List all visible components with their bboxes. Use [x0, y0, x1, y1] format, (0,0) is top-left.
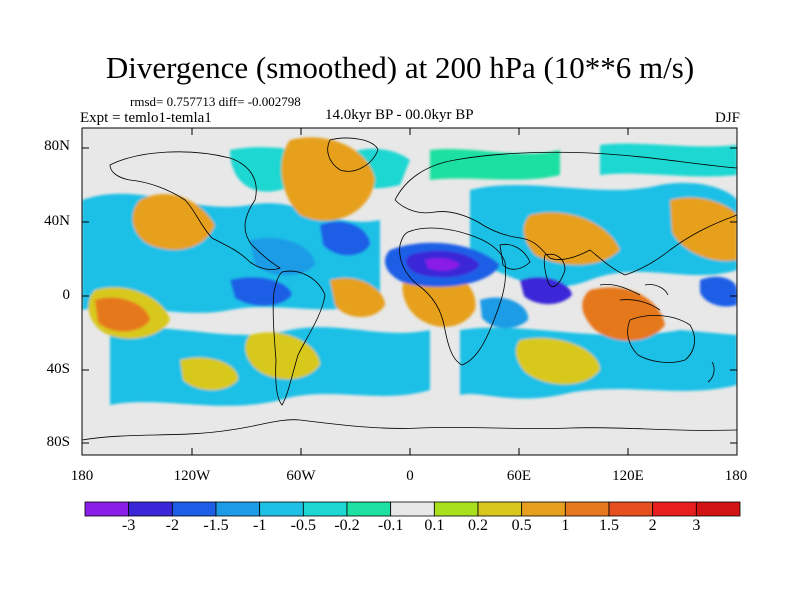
- field-positive-zone: [132, 194, 215, 250]
- coast-arabia: [499, 243, 531, 270]
- field-positive-zone: [330, 278, 385, 318]
- experiment-label: Expt = temlo1-temla1: [80, 110, 212, 126]
- coast-south-america: [272, 270, 326, 406]
- map-title: Divergence (smoothed) at 200 hPa (10**6 …: [105, 50, 695, 85]
- coast-greenland: [327, 137, 379, 172]
- field-positive-zone: [95, 297, 150, 332]
- field-strong-negative: [480, 297, 529, 329]
- coast-australia: [627, 315, 695, 363]
- field-negative-zone: [460, 327, 737, 399]
- field-strong-negative: [520, 277, 572, 305]
- rmsd-diff-stats: rmsd= 0.757713 diff= -0.002798: [130, 94, 301, 109]
- coast-north-america: [109, 151, 281, 270]
- lat-label-80n: 80N: [44, 138, 70, 154]
- field-negative-zone: [430, 148, 560, 180]
- colorbar-label: -0.2: [334, 517, 360, 534]
- coast-india: [543, 253, 566, 287]
- lon-label-60w: 60W: [286, 468, 316, 484]
- colorbar-swatch: [84, 501, 130, 517]
- colorbar-swatch: [390, 501, 435, 517]
- coastlines: [82, 137, 737, 441]
- period-label: 14.0kyr BP - 00.0kyr BP: [325, 107, 474, 123]
- colorbar-label: -0.5: [290, 517, 316, 534]
- field-positive-zone: [245, 332, 320, 380]
- field-positive-zone: [515, 338, 600, 385]
- colorbar-label: 1: [561, 517, 570, 534]
- lon-label-180w: 180: [70, 468, 94, 484]
- colorbar-swatch: [608, 501, 654, 517]
- colorbar: [84, 501, 741, 517]
- colorbar-label: -1: [252, 517, 267, 534]
- lat-label-40n: 40N: [44, 213, 70, 229]
- colorbar-swatch: [215, 501, 261, 517]
- lon-label-120w: 120W: [173, 468, 211, 484]
- field-positive-zone: [523, 212, 620, 265]
- coast-antarctica: [82, 419, 737, 441]
- coast-africa: [399, 227, 507, 366]
- colorbar-swatch: [302, 501, 348, 517]
- colorbar-swatch: [346, 501, 392, 517]
- field-strong-negative: [230, 277, 292, 306]
- colorbar-swatch: [433, 501, 479, 517]
- lat-label-40s: 40S: [46, 361, 70, 377]
- field-strong-negative: [700, 276, 737, 307]
- coast-new-zealand: [707, 361, 715, 383]
- colorbar-swatch: [564, 501, 610, 517]
- lon-label-120e: 120E: [612, 468, 644, 484]
- colorbar-label: 2: [648, 517, 657, 534]
- lat-label-0: 0: [62, 287, 71, 303]
- lon-label-0: 0: [406, 468, 414, 484]
- colorbar-swatch: [521, 501, 566, 517]
- colorbar-label: 1.5: [599, 517, 619, 534]
- colorbar-label: -2: [165, 517, 179, 534]
- lon-label-60e: 60E: [506, 468, 532, 484]
- colorbar-label: 0.5: [511, 517, 532, 534]
- colorbar-label: -0.1: [377, 517, 404, 534]
- colorbar-label: 0.2: [468, 517, 488, 534]
- field-positive-zone: [180, 357, 239, 391]
- colorbar-swatch: [652, 501, 697, 517]
- field-strong-negative: [425, 258, 460, 271]
- colorbar-label: 3: [692, 517, 701, 534]
- colorbar-swatch: [259, 501, 304, 517]
- axis-ticks: [82, 128, 737, 455]
- lat-label-80s: 80S: [46, 434, 70, 450]
- season-label: DJF: [714, 110, 740, 126]
- coast-eurasia: [394, 151, 737, 276]
- field-positive-zone: [582, 287, 665, 341]
- field-strong-negative: [250, 237, 315, 276]
- colorbar-label: 0.1: [424, 517, 445, 534]
- field-strong-negative: [320, 221, 370, 256]
- coast-se-asia: [599, 283, 669, 311]
- colorbar-label: -1.5: [203, 517, 229, 534]
- colorbar-label: -3: [121, 517, 136, 534]
- divergence-field: [82, 128, 737, 455]
- colorbar-swatch: [171, 501, 217, 517]
- colorbar-swatch: [695, 501, 741, 517]
- colorbar-swatch: [128, 501, 173, 517]
- field-positive-zone: [281, 137, 375, 221]
- colorbar-swatch: [477, 501, 523, 517]
- lon-label-180e: 180: [724, 468, 748, 484]
